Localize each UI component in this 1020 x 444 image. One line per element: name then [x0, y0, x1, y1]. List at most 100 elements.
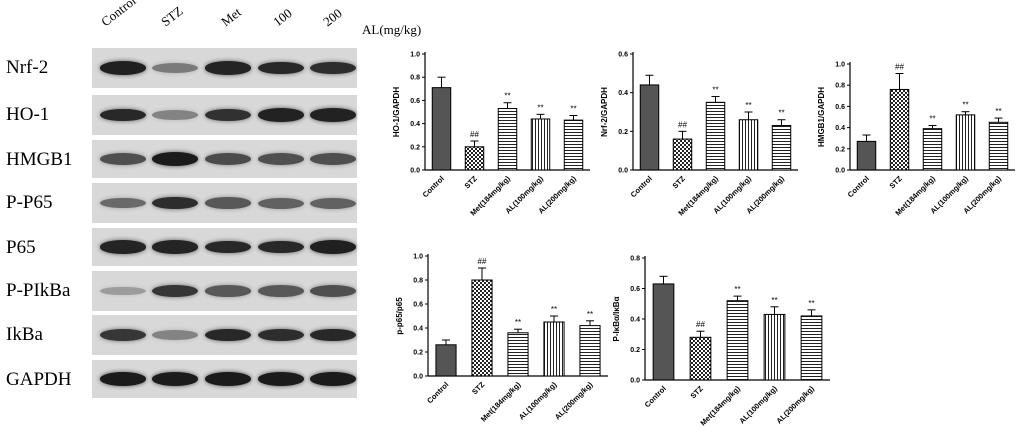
- blot-band: [258, 108, 304, 122]
- blot-band: [100, 240, 146, 254]
- blot-band: [310, 240, 356, 254]
- y-tick-label: 0.6: [410, 98, 420, 105]
- significance-mark: ##: [678, 120, 687, 129]
- blot-band: [205, 197, 251, 209]
- blot-strip: [92, 140, 357, 178]
- x-tick-label: STZ: [470, 380, 487, 397]
- bar: [672, 138, 693, 171]
- bar: [507, 332, 529, 377]
- y-tick-label: 0.8: [410, 75, 420, 82]
- blot-band: [310, 153, 356, 165]
- blot-band: [205, 153, 251, 165]
- bar: [726, 300, 749, 381]
- y-tick-label: 0.0: [410, 168, 420, 175]
- x-tick-label: STZ: [671, 174, 688, 191]
- significance-mark: **: [962, 101, 968, 110]
- x-tick-label: STZ: [689, 384, 706, 401]
- y-tick-label: 0.6: [835, 104, 845, 111]
- blot-band: [310, 108, 356, 122]
- blot-lane-label: Control: [98, 0, 139, 30]
- x-tick-label: AL(200mg/kg): [774, 384, 816, 426]
- blot-row-label: Nrf-2: [6, 57, 49, 78]
- blot-band: [152, 152, 198, 166]
- bar: [639, 84, 660, 171]
- x-tick-label: STZ: [888, 174, 905, 191]
- bar: [889, 88, 910, 171]
- western-blot-panel: Control STZ Met 100 200 AL(mg/kg) Nrf-2 HO-1 H…: [0, 0, 421, 444]
- blot-band: [152, 284, 198, 298]
- y-tick-label: 0.4: [618, 90, 628, 97]
- y-axis-label: Nrf-2/GAPDH: [600, 87, 609, 137]
- y-axis-label: P-IκBα/IκBα: [612, 296, 621, 341]
- y-tick-label: 0.0: [835, 168, 845, 175]
- blot-band: [100, 328, 146, 342]
- blot-row-label: P65: [6, 237, 36, 258]
- x-tick-label: Control: [643, 384, 668, 409]
- blot-band: [100, 286, 146, 296]
- bar: [856, 140, 877, 171]
- blot-strip: [92, 271, 357, 311]
- blot-band: [310, 61, 356, 75]
- blot-row-label: HO-1: [6, 104, 50, 125]
- bar: [689, 336, 712, 381]
- blot-band: [100, 153, 146, 165]
- blot-band: [100, 108, 146, 122]
- blot-band: [205, 328, 251, 342]
- y-axis-label: HMGB1/GAPDH: [817, 87, 826, 147]
- blot-band: [100, 372, 146, 386]
- y-tick-label: 0.6: [630, 286, 640, 293]
- blot-row-label: HMGB1: [6, 149, 73, 170]
- blot-row-label: P-P65: [6, 192, 53, 213]
- blot-band: [205, 285, 251, 297]
- x-tick-label: AL(100mg/kg): [737, 384, 779, 426]
- bar: [497, 108, 518, 171]
- blot-band: [100, 197, 146, 209]
- bar: [464, 146, 485, 171]
- blot-band: [258, 240, 304, 254]
- bar: [800, 315, 823, 381]
- y-tick-label: 0.2: [618, 129, 628, 136]
- blot-band: [310, 197, 356, 209]
- significance-mark: **: [778, 109, 784, 118]
- bar: [922, 128, 943, 171]
- significance-mark: **: [504, 92, 510, 101]
- chart-hmgb1-gapdh: HMGB1/GAPDH 0.0 0.2 0.4 0.6 0.8 1.0 Control ## ST…: [817, 62, 1015, 218]
- significance-mark: **: [570, 104, 576, 113]
- y-tick-label: 0.4: [410, 121, 420, 128]
- x-tick-label: Met(184mg/kg): [698, 384, 742, 428]
- bar: [705, 101, 726, 171]
- blot-band: [258, 328, 304, 342]
- y-tick-label: 0.2: [410, 144, 420, 151]
- blot-band: [310, 372, 356, 386]
- chart-ho1-gapdh: HO-1/GAPDH 0.0 0.2 0.4 0.6 0.8 1.0 Control ## STZ…: [392, 52, 590, 218]
- y-tick-label: 0.4: [413, 326, 423, 333]
- significance-mark: ##: [895, 63, 904, 72]
- blot-band: [152, 330, 198, 340]
- blot-strip: [92, 360, 357, 398]
- blot-band: [258, 372, 304, 386]
- y-tick-label: 0.8: [413, 278, 423, 285]
- blot-band: [310, 328, 356, 342]
- dose-unit-label: AL(mg/kg): [362, 22, 422, 37]
- blot-band: [152, 110, 198, 120]
- y-tick-label: 1.0: [410, 52, 420, 59]
- blot-band: [310, 285, 356, 297]
- x-tick-label: Control: [425, 380, 450, 405]
- bar: [471, 279, 493, 377]
- blot-row-label: P-PIkBa: [6, 280, 71, 301]
- y-axis-label: HO-1/GAPDH: [392, 87, 401, 137]
- bar: [652, 283, 675, 381]
- blot-band: [205, 372, 251, 386]
- y-tick-label: 0.4: [630, 317, 640, 324]
- chart-pikba-ikba: P-IκBα/IκBα 0.0 0.2 0.4 0.6 0.8 Control ## STZ **…: [612, 256, 830, 428]
- bar: [955, 114, 976, 171]
- blot-band: [258, 153, 304, 165]
- blot-band: [152, 372, 198, 386]
- significance-mark: **: [551, 305, 557, 314]
- significance-mark: ##: [470, 130, 479, 139]
- significance-mark: **: [587, 310, 593, 319]
- chart-nrf2-gapdh: Nrf-2/GAPDH0.00.20.40.6Control##STZ**Met…: [600, 52, 798, 218]
- blot-band: [205, 61, 251, 75]
- y-tick-label: 0.4: [835, 125, 845, 132]
- blot-band: [152, 62, 198, 74]
